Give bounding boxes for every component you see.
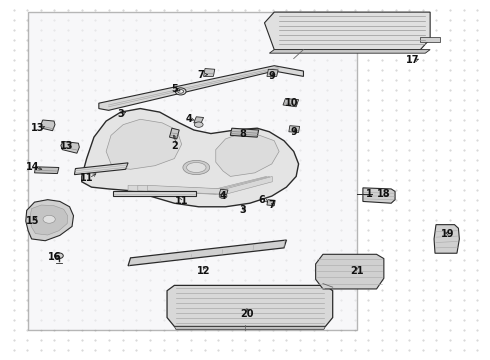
- Text: 14: 14: [26, 162, 40, 172]
- Text: 21: 21: [350, 266, 364, 276]
- Ellipse shape: [219, 194, 227, 198]
- Polygon shape: [30, 205, 68, 235]
- Text: 16: 16: [48, 252, 62, 262]
- Text: 13: 13: [60, 141, 74, 151]
- Text: 4: 4: [220, 191, 226, 201]
- Polygon shape: [26, 200, 74, 241]
- Ellipse shape: [175, 88, 186, 95]
- Polygon shape: [203, 68, 215, 76]
- Polygon shape: [147, 176, 272, 194]
- Ellipse shape: [43, 215, 55, 223]
- Polygon shape: [289, 126, 299, 132]
- Polygon shape: [265, 12, 430, 50]
- Text: 18: 18: [377, 189, 391, 199]
- Text: 17: 17: [406, 55, 420, 65]
- Text: 7: 7: [198, 69, 204, 80]
- Text: 15: 15: [26, 216, 40, 226]
- Text: 13: 13: [31, 123, 45, 133]
- Polygon shape: [138, 176, 270, 194]
- Polygon shape: [99, 66, 303, 111]
- Polygon shape: [270, 50, 430, 53]
- Polygon shape: [216, 134, 279, 176]
- Polygon shape: [128, 240, 287, 266]
- Polygon shape: [194, 117, 203, 123]
- Polygon shape: [434, 225, 460, 253]
- Text: 4: 4: [186, 114, 193, 124]
- Ellipse shape: [195, 122, 203, 127]
- Text: 19: 19: [441, 229, 454, 239]
- Text: 11: 11: [175, 197, 189, 206]
- Polygon shape: [114, 192, 196, 196]
- Polygon shape: [82, 109, 298, 207]
- Text: 5: 5: [171, 84, 178, 94]
- Text: 12: 12: [197, 266, 210, 276]
- Polygon shape: [61, 141, 79, 153]
- Polygon shape: [219, 189, 228, 195]
- Ellipse shape: [183, 160, 210, 175]
- Bar: [28, 12, 357, 330]
- Text: 10: 10: [285, 98, 298, 108]
- Text: 9: 9: [291, 127, 297, 137]
- Polygon shape: [267, 69, 278, 76]
- Text: 1: 1: [366, 189, 372, 199]
- Text: 6: 6: [259, 195, 266, 204]
- Polygon shape: [363, 188, 395, 203]
- Polygon shape: [167, 285, 333, 327]
- Ellipse shape: [54, 253, 63, 258]
- Text: 9: 9: [269, 71, 275, 81]
- Polygon shape: [267, 200, 275, 206]
- Text: 8: 8: [239, 129, 246, 139]
- Polygon shape: [41, 120, 55, 131]
- Ellipse shape: [187, 162, 206, 172]
- Polygon shape: [230, 128, 259, 137]
- Polygon shape: [420, 37, 440, 42]
- Polygon shape: [170, 128, 179, 139]
- Polygon shape: [128, 176, 267, 194]
- Polygon shape: [316, 254, 384, 289]
- Polygon shape: [283, 99, 298, 107]
- Ellipse shape: [178, 90, 184, 93]
- Polygon shape: [34, 167, 59, 174]
- Polygon shape: [106, 119, 182, 169]
- Text: 11: 11: [80, 173, 94, 183]
- Polygon shape: [174, 327, 325, 329]
- Polygon shape: [74, 163, 128, 175]
- Text: 7: 7: [269, 200, 275, 210]
- Text: 20: 20: [241, 309, 254, 319]
- Text: 3: 3: [118, 109, 124, 119]
- Text: 2: 2: [171, 141, 178, 151]
- Text: 3: 3: [239, 205, 246, 215]
